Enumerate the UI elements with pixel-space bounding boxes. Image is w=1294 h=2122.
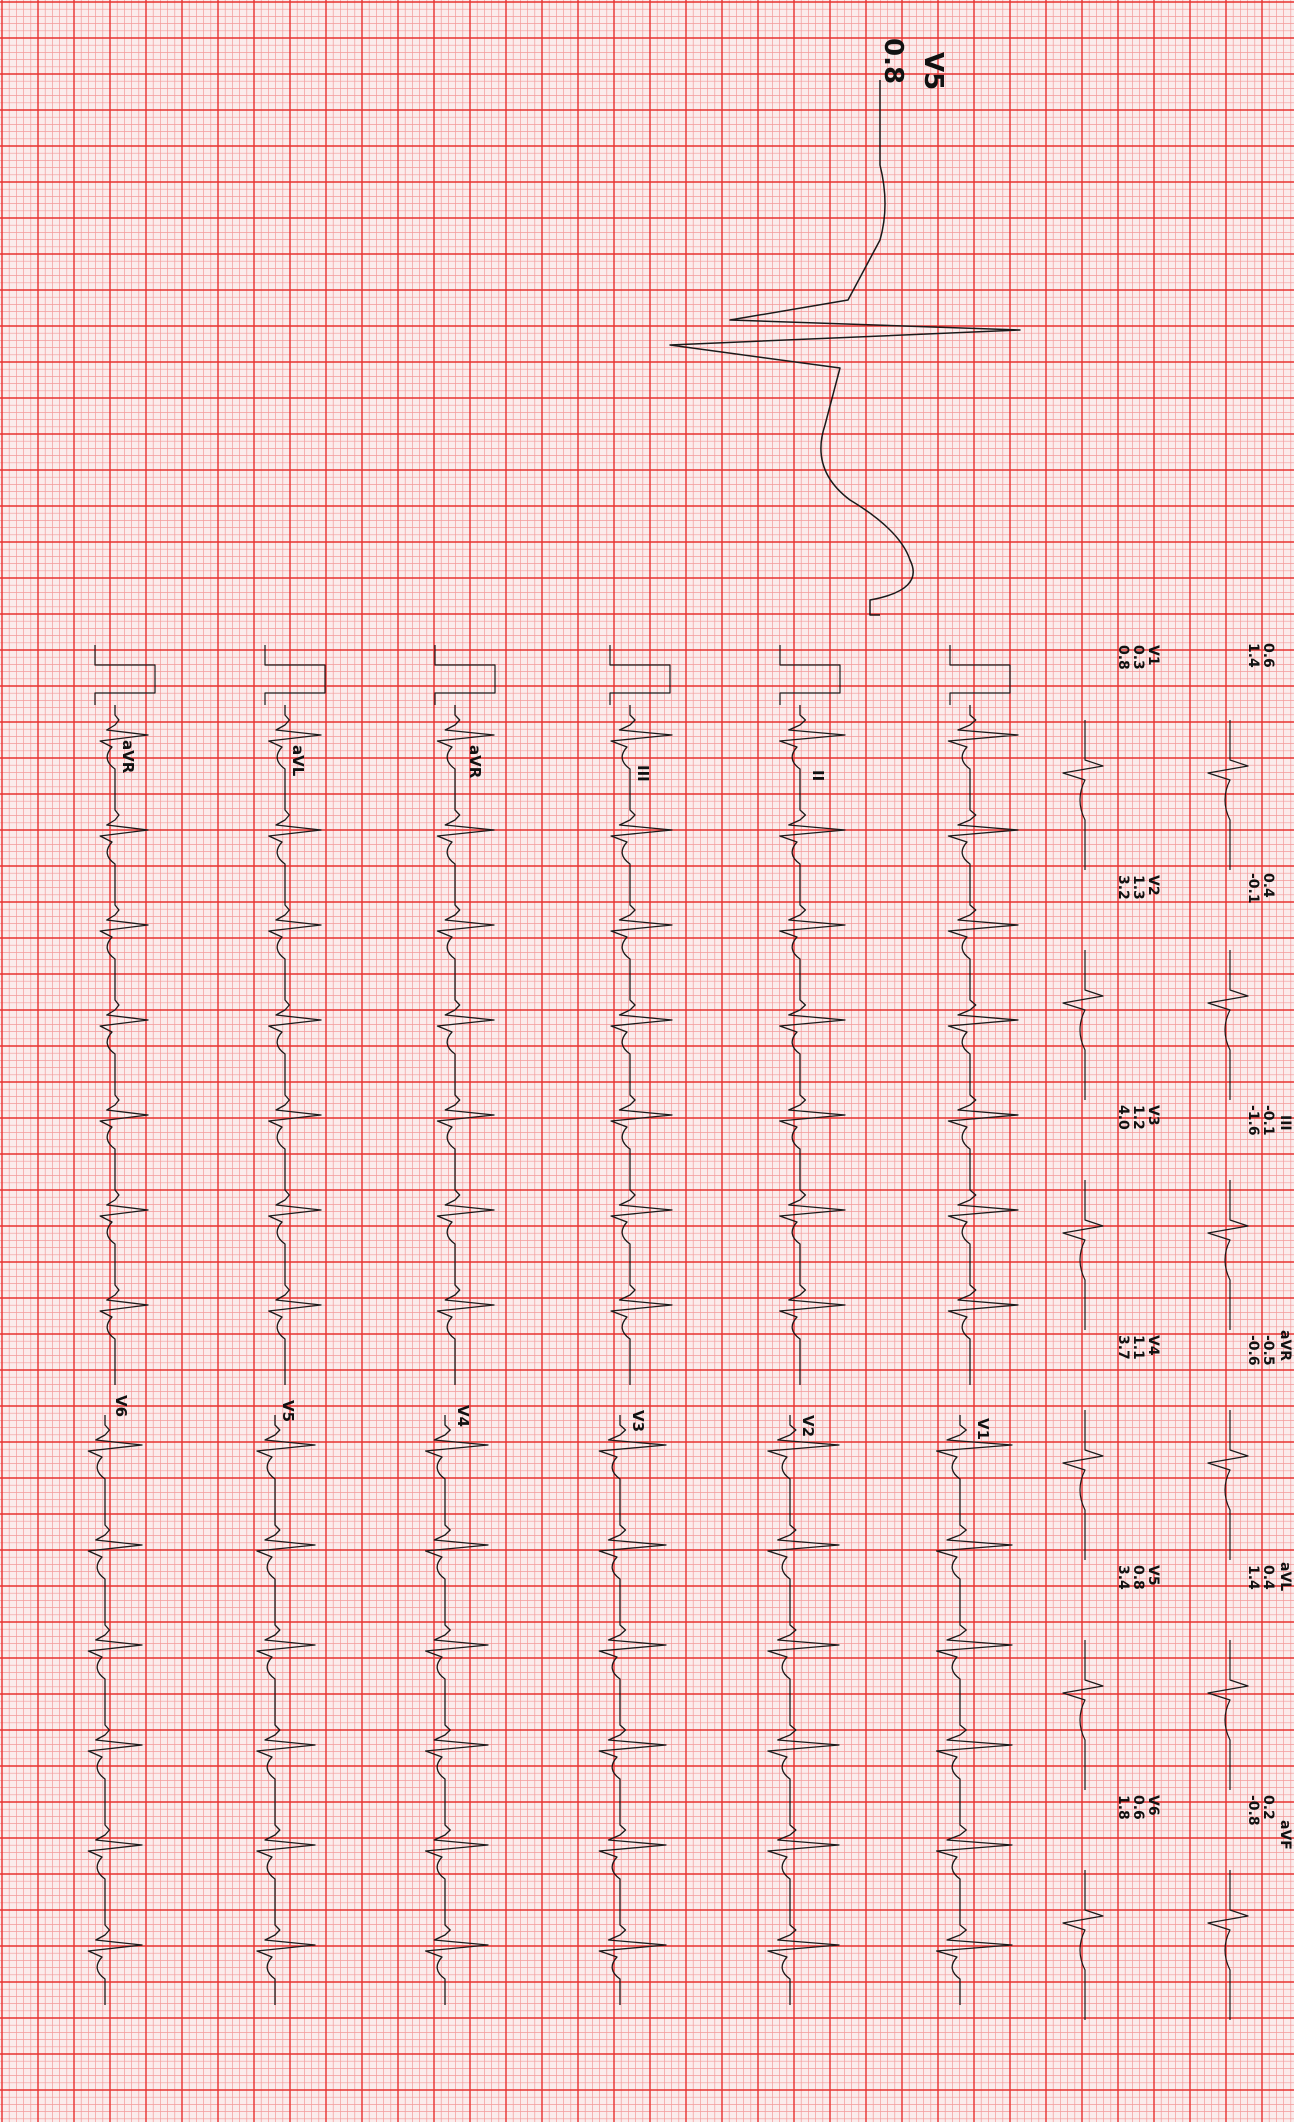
zoomed-v5-beat [669, 80, 1021, 616]
strip-label: V3 [629, 1410, 647, 1433]
measurement-value: 1.1 [1130, 1335, 1146, 1360]
lead-strip-left [610, 705, 673, 1385]
measurement-value: -0.6 [1245, 1335, 1261, 1366]
measurement-value: 3.4 [1115, 1565, 1131, 1590]
measurement-value: 1.4 [1245, 643, 1261, 668]
measurement-complex [1207, 950, 1249, 1100]
measurement-value: 0.6 [1260, 643, 1276, 668]
measurement-lead: V1 [1145, 645, 1161, 666]
calibration-pulse [779, 645, 841, 705]
calibration-pulse [94, 645, 156, 705]
lead-strip-right [256, 1415, 316, 2005]
measurement-value: 0.8 [1115, 645, 1131, 670]
lead-strip-right [425, 1415, 489, 2005]
calibration-pulse [264, 645, 326, 705]
lead-strip-left [268, 705, 322, 1385]
measurement-value: -0.5 [1260, 1335, 1276, 1366]
strip-label: V4 [454, 1405, 472, 1428]
measurement-complex [1062, 720, 1104, 870]
measurement-lead: aVR [1277, 1330, 1293, 1362]
calibration-pulse [434, 645, 496, 705]
measurement-lead: V6 [1145, 1795, 1161, 1816]
measurement-value: 1.4 [1245, 1565, 1261, 1590]
measurement-complex [1062, 1180, 1104, 1330]
measurement-value: 4.0 [1115, 1105, 1131, 1130]
strip-label: aVL [289, 745, 307, 777]
measurement-value: 0.3 [1130, 645, 1146, 670]
measurement-lead: V3 [1145, 1105, 1161, 1126]
measurement-value: 0.4 [1260, 1565, 1276, 1590]
measurement-value: 0.6 [1130, 1795, 1146, 1820]
strip-label: V6 [112, 1395, 130, 1418]
measurement-value: 1.2 [1130, 1105, 1146, 1130]
strip-label: aVR [119, 740, 137, 774]
measurement-value: 1.8 [1115, 1795, 1131, 1820]
measurement-value: -1.6 [1245, 1105, 1261, 1136]
strip-label: III [634, 765, 652, 782]
lead-strip-right [598, 1415, 667, 2005]
measurement-complex [1062, 950, 1104, 1100]
lead-strip-right [935, 1415, 1013, 2005]
measurement-value: -0.8 [1245, 1795, 1261, 1826]
lead-strip-left [99, 705, 149, 1385]
strip-label: aVR [466, 745, 484, 779]
measurement-value: 3.7 [1115, 1335, 1131, 1360]
measurement-lead: aVL [1277, 1562, 1293, 1592]
measurement-lead: aVF [1277, 1820, 1293, 1850]
lead-strip-right [87, 1415, 143, 2005]
measurement-value: 0.8 [1130, 1565, 1146, 1590]
measurement-value: 3.2 [1115, 875, 1131, 900]
zoom-lead-value: 0.8 [878, 38, 908, 85]
measurement-lead: V5 [1145, 1565, 1161, 1586]
strip-label: V2 [799, 1415, 817, 1438]
strip-label: V1 [974, 1418, 992, 1441]
measurement-complex [1207, 1640, 1249, 1790]
strip-label: V5 [279, 1400, 297, 1423]
measurement-complex [1062, 1640, 1104, 1790]
measurement-complex [1207, 720, 1249, 870]
calibration-pulse [609, 645, 671, 705]
measurement-complex [1207, 1870, 1249, 2020]
lead-strip-left [436, 705, 495, 1385]
measurement-complex [1207, 1180, 1249, 1330]
measurement-lead: V4 [1145, 1335, 1161, 1356]
measurement-value: 0.4 [1260, 873, 1276, 898]
lead-strip-left [947, 705, 1019, 1385]
measurement-value: 0.2 [1260, 1795, 1276, 1820]
zoom-lead-name: V5 [918, 52, 948, 91]
measurement-value: 1.3 [1130, 875, 1146, 900]
lead-strip-right [767, 1415, 840, 2005]
strip-label: II [809, 770, 827, 782]
measurement-value: -0.1 [1260, 1105, 1276, 1136]
measurement-complex [1207, 1410, 1249, 1560]
measurement-complex [1062, 1410, 1104, 1560]
measurement-complex [1062, 1870, 1104, 2020]
measurement-lead: V2 [1145, 875, 1161, 896]
measurement-value: -0.1 [1245, 873, 1261, 904]
lead-strip-left [779, 705, 846, 1385]
ecg-traces [87, 80, 1249, 2020]
calibration-pulse [949, 645, 1011, 705]
measurement-lead: III [1277, 1115, 1293, 1131]
